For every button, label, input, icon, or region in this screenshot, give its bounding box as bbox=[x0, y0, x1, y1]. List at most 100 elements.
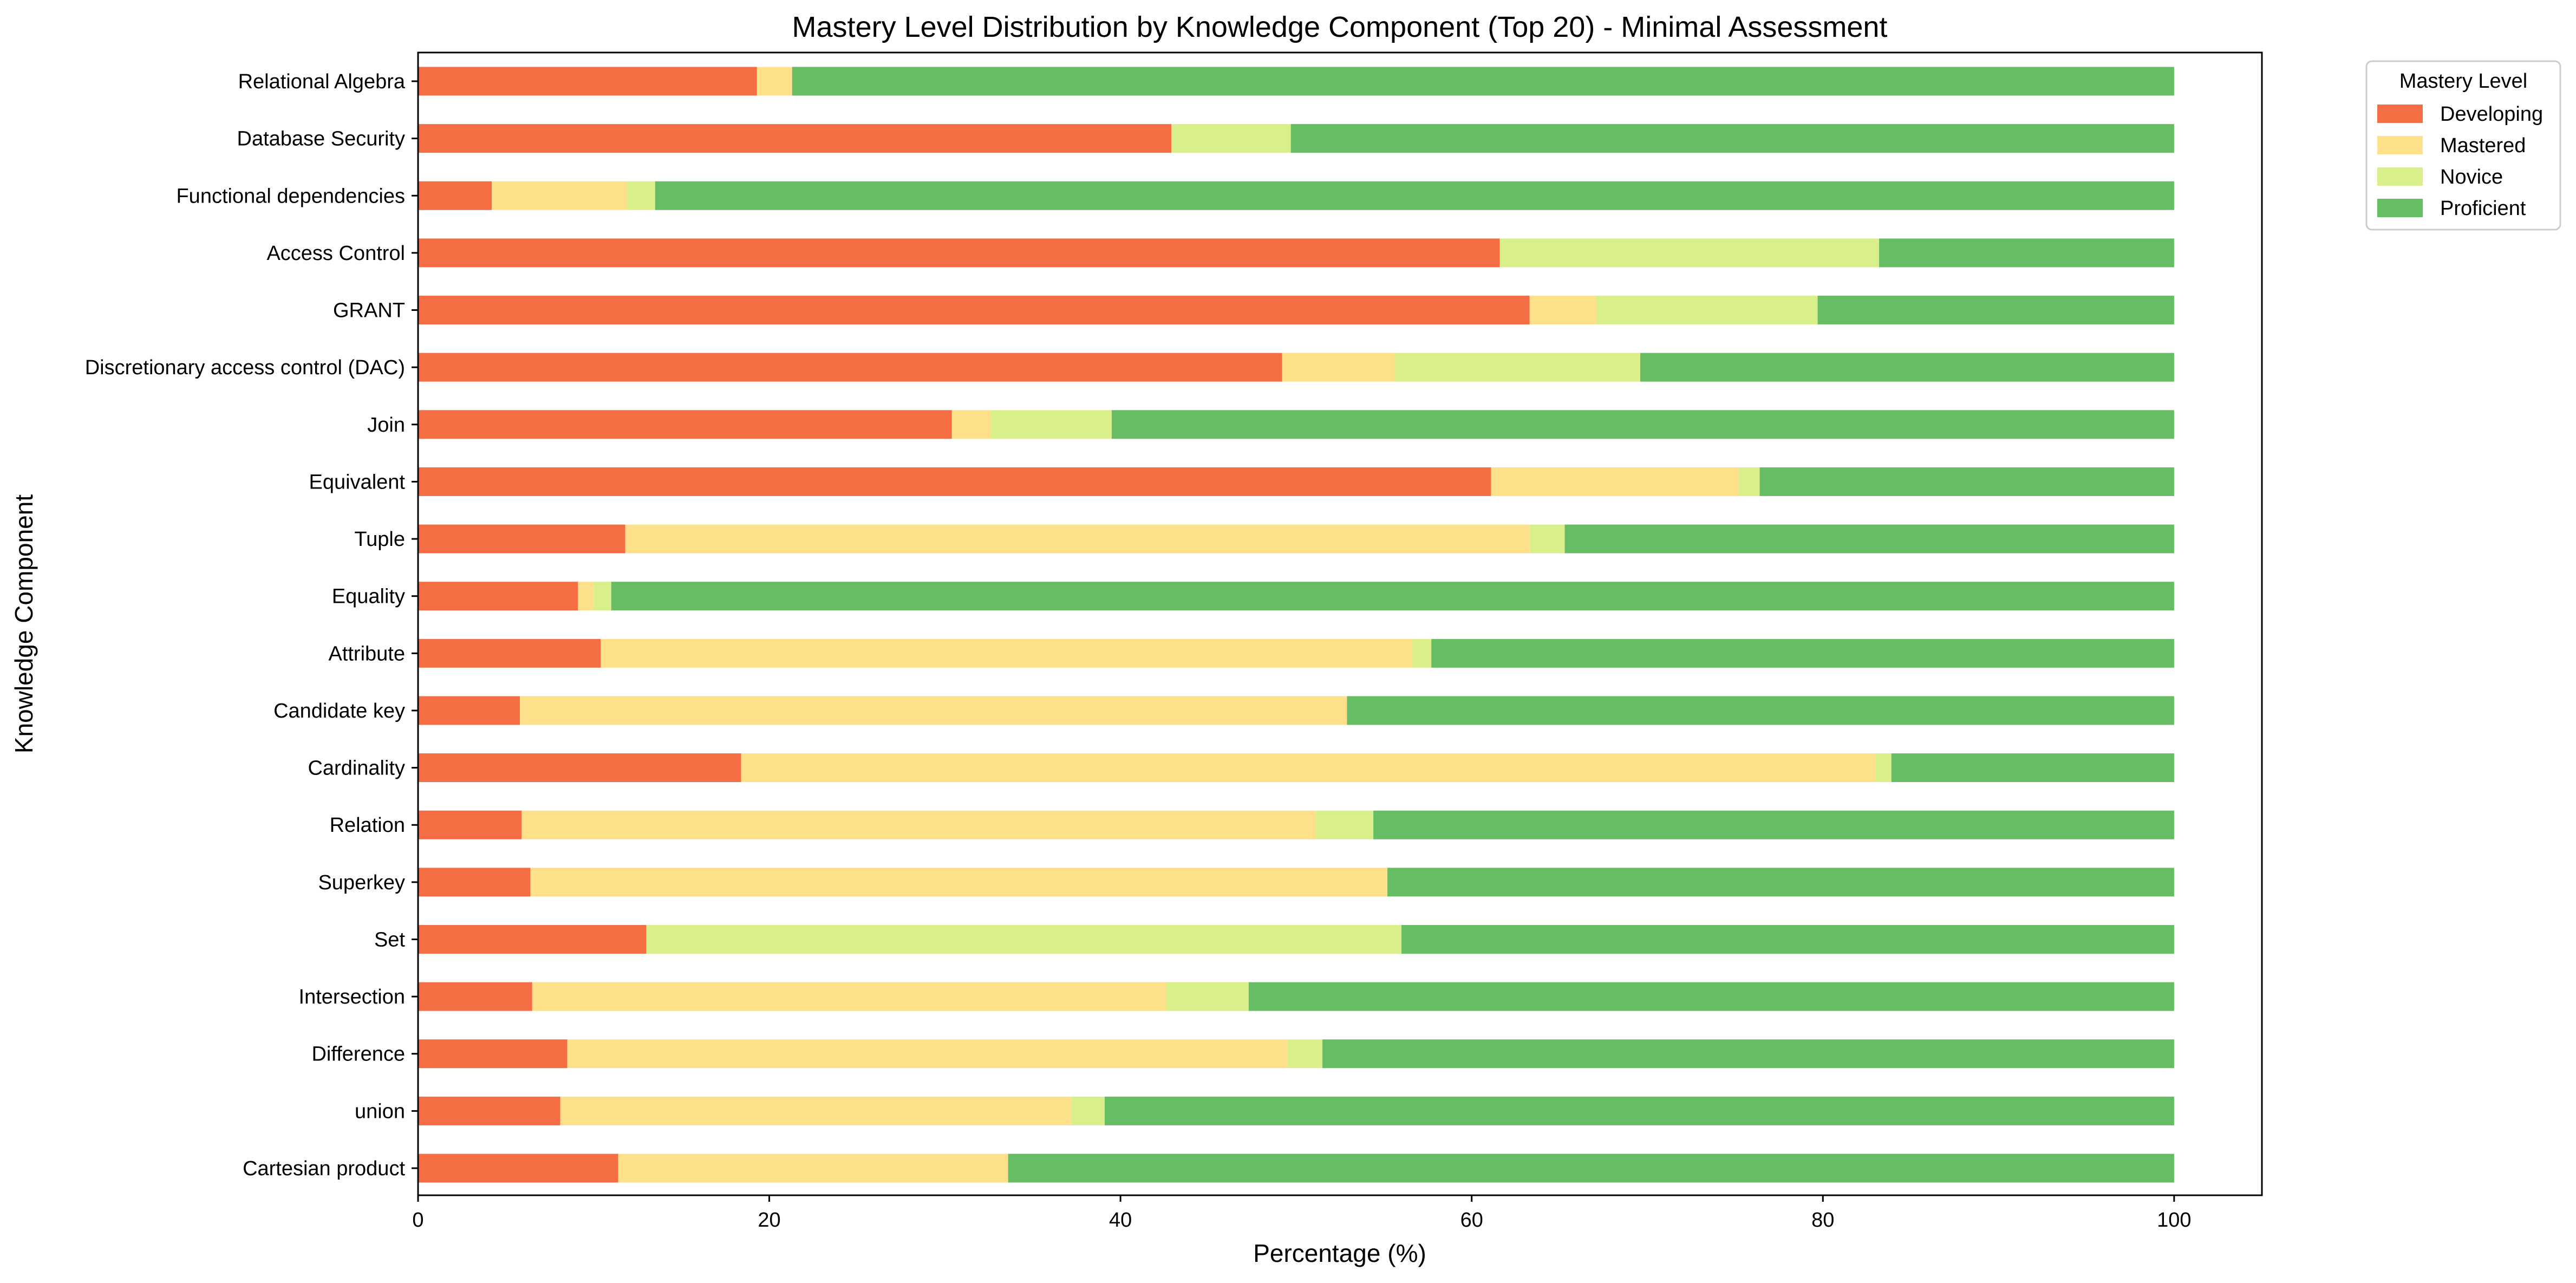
bar-equivalent-proficient bbox=[1759, 467, 2174, 496]
bar-equivalent-developing bbox=[418, 467, 1491, 496]
y-tick-label: Equivalent bbox=[309, 471, 406, 493]
legend-label-proficient: Proficient bbox=[2440, 197, 2526, 220]
bar-discretionary-access-control-dac-novice bbox=[1394, 353, 1641, 382]
x-axis-label: Percentage (%) bbox=[1253, 1239, 1426, 1267]
bar-equality-novice bbox=[594, 582, 611, 611]
plot-frame bbox=[417, 51, 2263, 1196]
bar-cardinality-developing bbox=[418, 753, 741, 783]
bar-functional-dependencies-developing bbox=[418, 181, 492, 210]
bar-intersection-mastered bbox=[532, 982, 1166, 1011]
bar-grant-novice bbox=[1596, 296, 1818, 325]
bar-difference-novice bbox=[1287, 1039, 1323, 1069]
y-tick-label: Superkey bbox=[318, 871, 405, 894]
bar-cardinality-novice bbox=[1875, 753, 1892, 783]
bar-equivalent-mastered bbox=[1491, 467, 1739, 496]
x-axis-ticks: 0 20 40 60 80 100 bbox=[412, 1195, 2192, 1232]
bar-difference-proficient bbox=[1322, 1039, 2174, 1069]
y-tick-label: Tuple bbox=[354, 528, 405, 551]
bar-access-control-developing bbox=[418, 238, 1500, 268]
bar-candidate-key-mastered bbox=[520, 696, 1347, 725]
legend-title: Mastery Level bbox=[2399, 70, 2528, 93]
bar-intersection-novice bbox=[1166, 982, 1249, 1011]
bar-intersection-developing bbox=[418, 982, 532, 1011]
x-tick-label: 20 bbox=[758, 1209, 780, 1232]
bar-candidate-key-developing bbox=[418, 696, 520, 725]
bar-union-developing bbox=[418, 1096, 560, 1125]
y-tick-label: union bbox=[355, 1100, 405, 1123]
bar-join-developing bbox=[418, 410, 952, 439]
y-tick-label: Access Control bbox=[266, 242, 405, 265]
legend-swatch-proficient bbox=[2377, 199, 2423, 217]
bar-attribute-novice bbox=[1412, 639, 1432, 668]
bar-difference-developing bbox=[418, 1039, 568, 1069]
bar-intersection-proficient bbox=[1248, 982, 2174, 1011]
bar-relational-algebra-mastered bbox=[757, 67, 792, 96]
bars-group bbox=[418, 67, 2174, 1183]
legend-swatch-developing bbox=[2377, 105, 2423, 123]
bar-relation-developing bbox=[418, 810, 522, 839]
y-tick-label: Cardinality bbox=[308, 757, 405, 780]
y-tick-label: Join bbox=[367, 414, 405, 437]
bar-attribute-mastered bbox=[601, 639, 1412, 668]
legend-swatch-novice bbox=[2377, 167, 2423, 186]
bar-join-mastered bbox=[951, 410, 991, 439]
y-tick-label: Set bbox=[374, 928, 405, 951]
bar-tuple-proficient bbox=[1564, 524, 2174, 553]
bar-attribute-developing bbox=[418, 639, 601, 668]
y-axis-label: Knowledge Component bbox=[10, 494, 38, 753]
bar-union-mastered bbox=[560, 1096, 1072, 1125]
bar-relation-mastered bbox=[521, 810, 1316, 839]
bar-equality-proficient bbox=[611, 582, 2174, 611]
bar-difference-mastered bbox=[567, 1039, 1288, 1069]
bar-equality-developing bbox=[418, 582, 578, 611]
bar-tuple-developing bbox=[418, 524, 625, 553]
bar-join-proficient bbox=[1111, 410, 2174, 439]
x-tick-label: 100 bbox=[2157, 1209, 2191, 1232]
bar-cardinality-proficient bbox=[1891, 753, 2174, 783]
bar-relational-algebra-proficient bbox=[792, 67, 2174, 96]
bar-cartesian-product-developing bbox=[418, 1154, 618, 1183]
bar-union-novice bbox=[1071, 1096, 1105, 1125]
bar-tuple-mastered bbox=[625, 524, 1530, 553]
legend-label-developing: Developing bbox=[2440, 103, 2543, 126]
x-tick-label: 40 bbox=[1109, 1209, 1132, 1232]
bar-tuple-novice bbox=[1529, 524, 1565, 553]
bar-access-control-novice bbox=[1499, 238, 1880, 268]
bar-union-proficient bbox=[1104, 1096, 2174, 1125]
chart-title: Mastery Level Distribution by Knowledge … bbox=[792, 11, 1888, 43]
legend-label-novice: Novice bbox=[2440, 166, 2503, 188]
x-tick-label: 80 bbox=[1811, 1209, 1834, 1232]
y-tick-label: Database Security bbox=[237, 128, 406, 151]
y-tick-label: Cartesian product bbox=[243, 1157, 405, 1180]
legend-frame bbox=[2365, 60, 2561, 231]
bar-set-novice bbox=[646, 924, 1401, 954]
legend-swatch-mastered bbox=[2377, 136, 2423, 154]
y-tick-label: Relation bbox=[330, 814, 405, 837]
legend-label-mastered: Mastered bbox=[2440, 134, 2526, 157]
bar-functional-dependencies-mastered bbox=[492, 181, 627, 210]
bar-relation-novice bbox=[1315, 810, 1374, 839]
bar-discretionary-access-control-dac-mastered bbox=[1282, 353, 1395, 382]
bar-grant-proficient bbox=[1817, 296, 2174, 325]
bar-superkey-developing bbox=[418, 868, 531, 897]
bar-equivalent-novice bbox=[1738, 467, 1760, 496]
bar-relation-proficient bbox=[1373, 810, 2174, 839]
bar-superkey-proficient bbox=[1387, 868, 2174, 897]
bar-cartesian-product-proficient bbox=[1008, 1154, 2174, 1183]
y-tick-label: Candidate key bbox=[273, 700, 405, 722]
bar-functional-dependencies-proficient bbox=[655, 181, 2174, 210]
y-tick-label: GRANT bbox=[333, 299, 405, 322]
bar-set-proficient bbox=[1401, 924, 2174, 954]
y-tick-label: Attribute bbox=[328, 642, 405, 665]
bar-grant-mastered bbox=[1529, 296, 1596, 325]
y-tick-label: Difference bbox=[311, 1043, 405, 1066]
bar-relational-algebra-developing bbox=[418, 67, 757, 96]
bar-equality-mastered bbox=[578, 582, 594, 611]
y-axis-ticks: Relational Algebra Database Security Funct… bbox=[85, 70, 418, 1180]
bar-database-security-developing bbox=[418, 124, 1172, 153]
bar-cartesian-product-mastered bbox=[618, 1154, 1008, 1183]
bar-set-developing bbox=[418, 924, 647, 954]
bar-database-security-proficient bbox=[1290, 124, 2174, 153]
x-tick-label: 0 bbox=[412, 1209, 423, 1232]
x-tick-label: 60 bbox=[1460, 1209, 1483, 1232]
